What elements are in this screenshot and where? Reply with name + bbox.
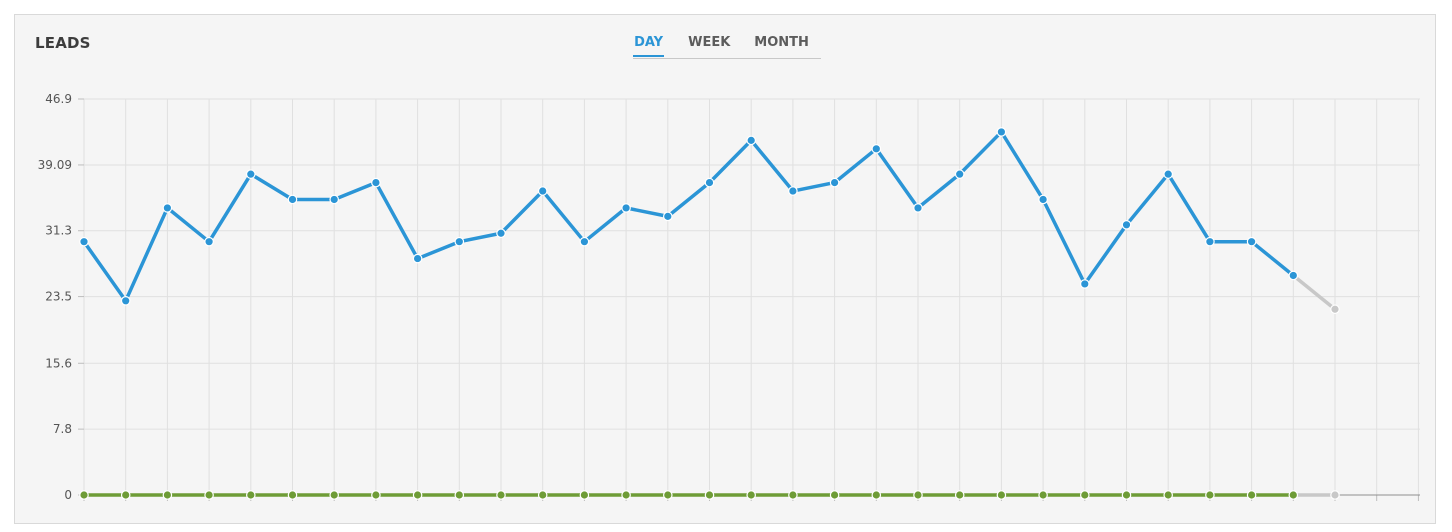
y-tick-label: 7.8 — [53, 422, 72, 436]
series-0-point — [1038, 194, 1048, 205]
series-0-point — [1205, 236, 1215, 247]
tab-week[interactable]: WEEK — [688, 35, 731, 50]
series-1-point — [704, 490, 715, 500]
series-1-point — [1163, 490, 1173, 500]
series-0-point — [120, 295, 131, 306]
series-1-point — [162, 490, 173, 500]
series-0-point — [371, 177, 381, 188]
card-title: LEADS — [35, 34, 91, 52]
series-0-point — [704, 177, 715, 188]
series-1-point — [412, 490, 423, 500]
period-tabs: DAY WEEK MONTH — [633, 33, 821, 59]
series-1-point — [996, 490, 1007, 500]
series-0-point — [621, 203, 631, 213]
series-1-point — [1121, 490, 1132, 500]
series-1-projection-point — [1330, 490, 1340, 500]
series-0-point — [662, 211, 673, 222]
series-1-point — [621, 490, 631, 500]
y-tick-label: 46.9 — [45, 92, 72, 106]
series-1-point — [371, 490, 381, 500]
series-1-point — [1080, 490, 1090, 500]
series-0-point — [871, 144, 882, 154]
series-0-point — [746, 135, 756, 146]
y-tick-label: 39.09 — [38, 158, 72, 172]
tab-day[interactable]: DAY — [633, 33, 665, 57]
series-0-point — [454, 236, 465, 247]
series-0-point — [954, 169, 965, 179]
series-0-projection-line — [1291, 273, 1337, 311]
series-0-point — [579, 236, 590, 247]
series-0-point — [788, 186, 798, 196]
series-1-point — [287, 490, 298, 500]
y-tick-label: 31.3 — [45, 224, 72, 238]
series-0-point — [1080, 279, 1090, 289]
series-1-point — [913, 490, 923, 500]
series-0-line — [82, 130, 1296, 303]
series-0-point — [829, 177, 840, 188]
series-0-projection-point — [1330, 304, 1340, 315]
series-1-point — [454, 490, 465, 500]
series-1-point — [246, 490, 256, 500]
series-0-point — [1163, 169, 1173, 179]
series-1-point — [1038, 490, 1048, 500]
series-0-point — [996, 127, 1007, 137]
series-1-point — [1288, 490, 1299, 500]
series-1-point — [537, 490, 548, 500]
series-1-point — [788, 490, 798, 500]
series-1-point — [662, 490, 673, 500]
series-1-point — [496, 490, 506, 500]
series-1-point — [204, 490, 214, 500]
series-0-point — [1288, 270, 1299, 281]
series-1-point — [829, 490, 840, 500]
series-1-point — [1205, 490, 1215, 500]
series-0-point — [1246, 236, 1257, 247]
series-0-point — [1121, 220, 1132, 230]
series-1-point — [1246, 490, 1257, 500]
series-1-point — [954, 490, 965, 500]
tab-month[interactable]: MONTH — [754, 35, 809, 50]
series-0-point — [412, 253, 423, 264]
series-1-point — [871, 490, 882, 500]
series-1-point — [746, 490, 756, 500]
series-1-point — [579, 490, 590, 500]
series-0-point — [204, 236, 214, 247]
y-tick-label: 23.5 — [45, 290, 72, 304]
series-1-point — [79, 490, 89, 500]
series-1-point — [120, 490, 131, 500]
series-0-point — [79, 236, 89, 247]
y-tick-label: 15.6 — [45, 356, 72, 370]
series-0-point — [246, 169, 256, 179]
y-tick-label: 0 — [64, 488, 72, 502]
series-0-point — [287, 194, 298, 205]
series-1-point — [329, 490, 339, 500]
series-0-point — [537, 186, 548, 196]
series-0-point — [496, 228, 506, 239]
series-0-point — [329, 194, 339, 205]
series-0-point — [162, 203, 173, 213]
series-0-point — [913, 203, 923, 213]
